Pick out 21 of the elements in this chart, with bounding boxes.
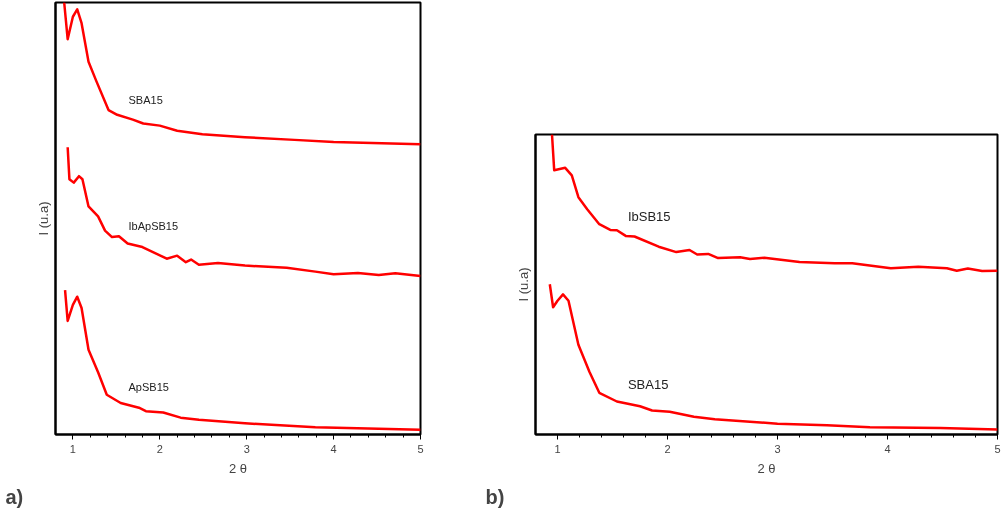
series-label: SBA15 bbox=[627, 376, 669, 392]
x-axis-title: 2 θ bbox=[757, 460, 776, 476]
series-label: SBA15 bbox=[128, 94, 163, 107]
x-tick-label: 2 bbox=[156, 442, 163, 455]
series-label: IbSB15 bbox=[627, 209, 671, 225]
x-tick-label: 5 bbox=[994, 442, 1001, 455]
text: b) bbox=[485, 485, 505, 508]
x-tick-label: 3 bbox=[774, 442, 781, 455]
x-tick-label: 5 bbox=[417, 442, 424, 455]
text: a) bbox=[5, 485, 24, 508]
x-tick-label: 4 bbox=[330, 442, 337, 455]
x-tick-label: 2 bbox=[664, 442, 671, 455]
x-tick-label: 3 bbox=[243, 442, 250, 455]
x-tick-label: 1 bbox=[554, 442, 561, 455]
series-label: IbApSB15 bbox=[128, 219, 179, 232]
series-label: ApSB15 bbox=[128, 381, 169, 393]
y-axis-title: I (u.a) bbox=[35, 201, 51, 236]
x-axis-title: 2 θ bbox=[228, 460, 248, 476]
x-tick-label: 1 bbox=[69, 442, 76, 455]
y-axis-title: I (u.a) bbox=[515, 267, 531, 302]
x-tick-label: 4 bbox=[884, 442, 891, 455]
